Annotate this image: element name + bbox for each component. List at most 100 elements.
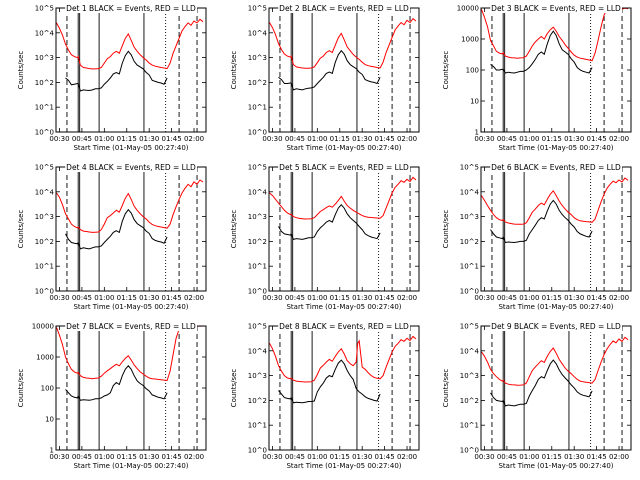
y-tick-label: 10^1 [248,263,267,271]
y-axis-label: Counts/sec [442,210,450,249]
x-tick-label: 01:30 [352,294,372,302]
y-tick-label: 10^4 [35,188,55,196]
lld-series-line [269,176,417,220]
x-tick-label: 00:30 [474,135,494,143]
x-axis-label: Start Time (01-May-05 00:27:40) [286,462,401,470]
y-tick-label: 10^4 [248,347,268,355]
x-tick-label: 02:00 [184,453,204,461]
events-series-line [490,30,593,74]
y-axis-label: Counts/sec [17,51,25,90]
y-tick-label: 10^4 [248,188,268,196]
panel-title: Det 6 BLACK = Events, RED = LLD [491,163,621,172]
x-tick-label: 01:30 [139,135,159,143]
y-tick-label: 100 [41,385,54,393]
panel-title: Det 7 BLACK = Events, RED = LLD [66,322,196,331]
panel-title-backing [278,163,411,172]
y-axis-label: Counts/sec [230,51,238,90]
events-series-line [278,204,381,240]
panel-title: Det 4 BLACK = Events, RED = LLD [66,163,196,172]
x-tick-label: 01:45 [162,453,182,461]
lld-series-line [56,325,204,382]
y-tick-label: 10^0 [460,447,479,455]
x-tick-label: 01:15 [330,453,350,461]
x-tick-label: 01:00 [307,294,327,302]
x-tick-label: 00:30 [474,453,494,461]
events-series-line [65,208,168,250]
x-tick-label: 00:45 [285,453,305,461]
y-tick-label: 10^4 [35,29,55,37]
y-tick-label: 10^1 [460,422,479,430]
y-tick-label: 10 [45,416,54,424]
detector-panel-1: 00:30 00:45 01:00 01:15 01:30 01:45 02:00 10^0 1… [17,4,207,152]
x-tick-label: 02:00 [397,453,417,461]
x-tick-label: 00:30 [474,294,494,302]
x-tick-label: 01:45 [375,294,395,302]
x-tick-label: 01:00 [519,294,539,302]
x-tick-label: 00:30 [49,453,69,461]
y-axis-label: Counts/sec [17,210,25,249]
x-tick-label: 01:15 [542,135,562,143]
y-tick-label: 10^1 [35,263,54,271]
panel-title-backing [278,4,411,13]
x-tick-label: 01:00 [94,294,114,302]
x-tick-label: 00:45 [497,294,517,302]
y-tick-label: 10^5 [248,164,267,172]
y-tick-label: 10^1 [460,263,479,271]
y-tick-label: 10^2 [248,79,267,87]
y-tick-label: 1000 [36,354,54,362]
x-tick-label: 01:30 [564,453,584,461]
panel-title: Det 9 BLACK = Events, RED = LLD [491,322,621,331]
x-tick-label: 01:30 [139,294,159,302]
lld-series-line [269,18,417,69]
x-tick-label: 02:00 [609,135,629,143]
y-tick-label: 10^5 [460,164,479,172]
y-tick-label: 10^5 [460,323,479,331]
y-tick-label: 10^5 [248,323,267,331]
x-tick-label: 00:30 [49,294,69,302]
y-tick-label: 10^4 [248,29,268,37]
panel-title: Det 8 BLACK = Events, RED = LLD [279,322,409,331]
panel-title: Det 1 BLACK = Events, RED = LLD [66,4,196,13]
x-tick-label: 02:00 [397,135,417,143]
x-axis-label: Start Time (01-May-05 00:27:40) [498,303,613,311]
y-tick-label: 10^3 [248,372,267,380]
lld-series-line [481,336,629,386]
y-tick-label: 10^3 [248,54,267,62]
y-tick-label: 10^2 [248,397,267,405]
x-tick-label: 00:30 [262,294,282,302]
y-tick-label: 10000 [457,5,479,13]
x-axis-label: Start Time (01-May-05 00:27:40) [286,144,401,152]
panel-title-backing [278,322,411,331]
y-tick-label: 10^0 [35,129,54,137]
x-tick-label: 00:45 [285,294,305,302]
events-series-line [278,49,381,91]
x-tick-label: 00:30 [262,453,282,461]
y-tick-label: 100 [466,67,479,75]
y-tick-label: 10^3 [35,213,54,221]
events-series-line [65,50,168,92]
x-tick-label: 01:00 [519,453,539,461]
y-tick-label: 10000 [32,323,54,331]
panel-title: Det 2 BLACK = Events, RED = LLD [279,4,409,13]
x-tick-label: 01:45 [162,294,182,302]
lld-series-line [269,335,417,383]
y-axis-label: Counts/sec [442,51,450,90]
events-series-line [490,199,593,244]
lld-series-line [56,18,204,70]
y-tick-label: 10^0 [460,288,479,296]
panel-title-backing [490,163,623,172]
lld-series-line [481,177,629,225]
x-tick-label: 00:30 [262,135,282,143]
x-tick-label: 01:15 [117,135,137,143]
x-tick-label: 01:30 [564,135,584,143]
x-tick-label: 01:15 [542,294,562,302]
panel-title-backing [65,322,198,331]
lld-series-line [481,7,629,62]
y-tick-label: 10^4 [460,347,480,355]
panel-title-backing [490,322,623,331]
detector-panel-2: 00:30 00:45 01:00 01:15 01:30 01:45 02:00 10^0 1… [230,4,420,152]
y-tick-label: 10^0 [248,129,267,137]
x-axis-label: Start Time (01-May-05 00:27:40) [73,462,188,470]
y-tick-label: 10^2 [35,79,54,87]
x-tick-label: 02:00 [609,294,629,302]
